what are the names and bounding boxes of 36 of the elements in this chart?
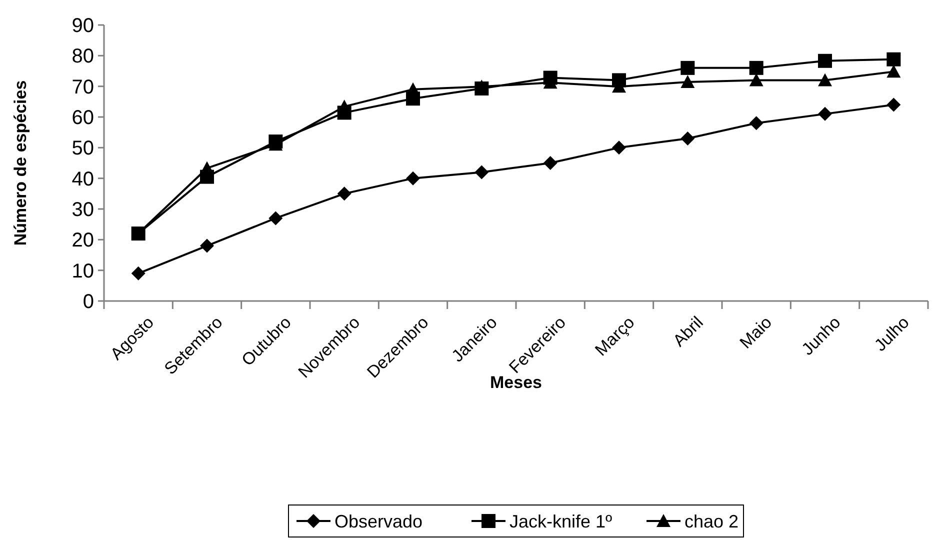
point	[749, 116, 764, 130]
y-tick-label: 50	[72, 138, 94, 160]
x-axis-title: Meses	[490, 373, 542, 392]
point	[886, 64, 901, 78]
point	[543, 156, 558, 170]
point	[337, 100, 352, 113]
point	[680, 131, 695, 146]
legend-label: Observado	[334, 511, 423, 532]
point	[200, 238, 214, 253]
y-tick-label: 30	[72, 199, 94, 221]
point	[131, 266, 146, 280]
point	[406, 171, 420, 186]
y-tick-label: 0	[82, 291, 94, 313]
point	[749, 60, 764, 75]
y-tick-label: 40	[72, 168, 94, 190]
y-tick-label: 60	[72, 107, 94, 129]
point	[337, 186, 352, 201]
y-tick-label: 80	[72, 46, 94, 68]
point	[818, 54, 832, 68]
y-tick-label: 10	[72, 260, 94, 282]
point	[818, 73, 832, 86]
point	[680, 75, 695, 88]
y-axis-title: Número de espécies	[11, 80, 30, 246]
y-tick-label: 20	[72, 230, 94, 252]
point	[818, 106, 832, 121]
point	[680, 60, 695, 75]
y-tick-label: 70	[72, 76, 94, 98]
point	[886, 52, 901, 66]
point	[474, 165, 489, 180]
point	[886, 98, 901, 112]
legend-label: chao 2	[684, 511, 739, 532]
y-tick-label: 90	[72, 15, 94, 37]
point	[268, 211, 283, 226]
legend-label: Jack-knife 1º	[510, 511, 613, 532]
point	[749, 73, 764, 86]
point	[612, 140, 626, 155]
